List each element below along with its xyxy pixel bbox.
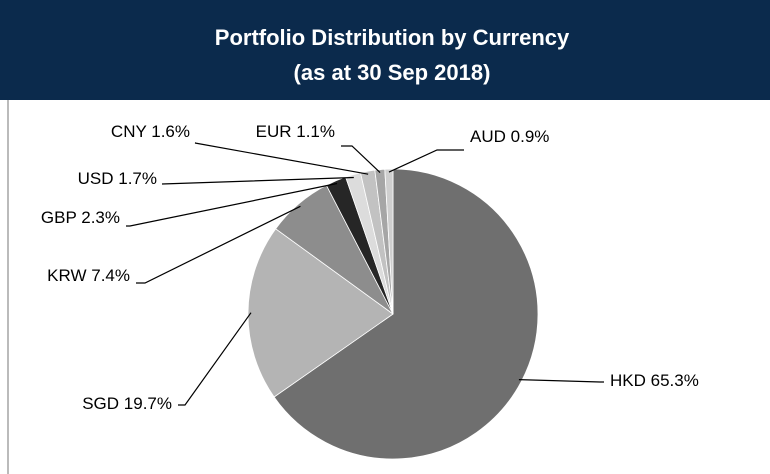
slice-value: 1.7% <box>118 169 157 188</box>
leader-line <box>341 145 381 174</box>
pie-slice <box>247 228 394 398</box>
leader-line <box>136 205 301 284</box>
slice-category: KRW <box>47 266 86 285</box>
slice-label: CNY 1.6% <box>111 122 190 141</box>
slice-category: HKD <box>610 371 646 390</box>
slice-category: SGD <box>82 394 119 413</box>
slice-value: 65.3% <box>651 371 699 390</box>
slice-label: GBP 2.3% <box>41 208 120 227</box>
slice-label: HKD 65.3% <box>610 371 699 390</box>
slice-category: USD <box>78 169 114 188</box>
slice-value: 0.9% <box>511 127 550 146</box>
chart-subtitle: (as at 30 Sep 2018) <box>294 60 491 85</box>
slice-category: AUD <box>470 127 506 146</box>
slice-label: SGD 19.7% <box>82 394 172 413</box>
leader-line <box>388 149 464 173</box>
slice-category: EUR <box>256 122 292 141</box>
slice-category: CNY <box>111 122 147 141</box>
slice-category: GBP <box>41 208 77 227</box>
header <box>0 0 770 100</box>
leader-line <box>518 379 604 383</box>
slice-label: KRW 7.4% <box>47 266 130 285</box>
slice-value: 2.3% <box>81 208 120 227</box>
slice-value: 19.7% <box>124 394 172 413</box>
slice-label: AUD 0.9% <box>470 127 549 146</box>
leader-line <box>194 142 369 175</box>
leader-line <box>161 176 354 185</box>
pie-slice <box>384 168 394 315</box>
slice-value: 1.1% <box>296 122 335 141</box>
pie-slice <box>273 168 539 460</box>
leader-line <box>126 182 338 227</box>
chart-title: Portfolio Distribution by Currency <box>215 25 570 50</box>
slice-label: EUR 1.1% <box>256 122 335 141</box>
leader-line <box>178 312 252 406</box>
slice-value: 1.6% <box>151 122 190 141</box>
slice-value: 7.4% <box>91 266 130 285</box>
slice-label: USD 1.7% <box>78 169 157 188</box>
